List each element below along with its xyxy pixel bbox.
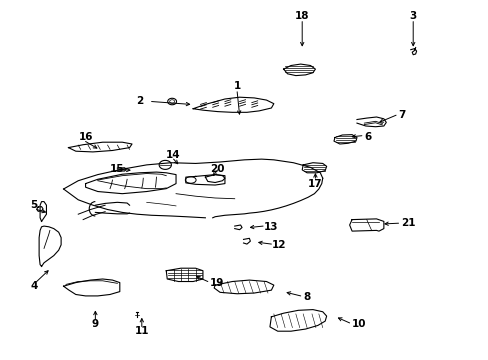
Text: 1: 1 bbox=[233, 81, 240, 91]
Text: 2: 2 bbox=[136, 96, 142, 106]
Text: 13: 13 bbox=[264, 222, 278, 232]
Text: 21: 21 bbox=[400, 218, 415, 228]
Text: 18: 18 bbox=[294, 11, 309, 21]
Text: 8: 8 bbox=[303, 292, 310, 302]
Text: 6: 6 bbox=[364, 132, 371, 142]
Text: 16: 16 bbox=[78, 132, 93, 142]
Text: 11: 11 bbox=[134, 326, 149, 336]
Text: 12: 12 bbox=[271, 240, 285, 250]
Text: 9: 9 bbox=[92, 319, 99, 329]
Text: 7: 7 bbox=[398, 110, 405, 120]
Text: 14: 14 bbox=[166, 150, 181, 160]
Text: 5: 5 bbox=[31, 200, 38, 210]
Text: 3: 3 bbox=[409, 11, 416, 21]
Text: 20: 20 bbox=[210, 164, 224, 174]
Text: 19: 19 bbox=[210, 278, 224, 288]
Text: 15: 15 bbox=[110, 164, 124, 174]
Text: 10: 10 bbox=[351, 319, 366, 329]
Text: 4: 4 bbox=[30, 281, 38, 291]
Text: 17: 17 bbox=[307, 179, 322, 189]
